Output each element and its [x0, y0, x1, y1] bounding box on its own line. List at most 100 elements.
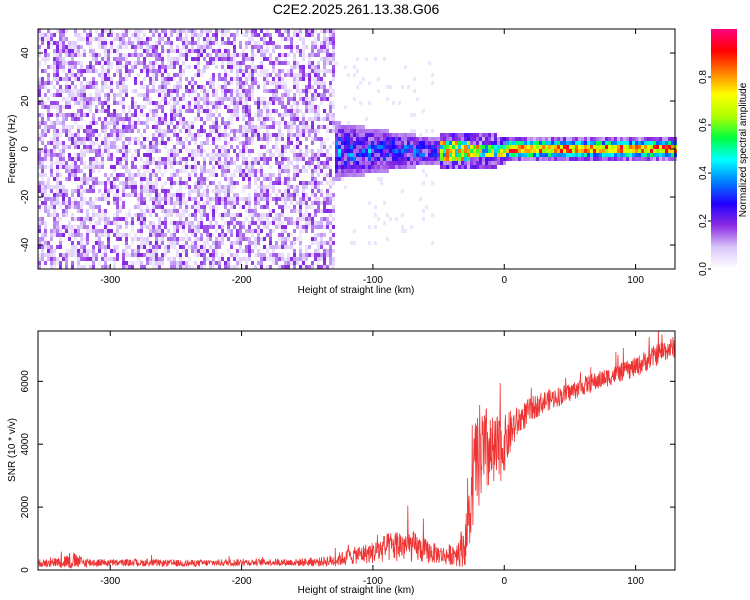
heatmap-cell	[152, 209, 155, 213]
heatmap-cell	[419, 157, 422, 161]
heatmap-cell	[590, 149, 593, 153]
heatmap-cell	[629, 153, 632, 157]
heatmap-cell	[218, 145, 221, 149]
heatmap-cell	[194, 233, 197, 237]
heatmap-cell	[392, 165, 395, 169]
heatmap-cell	[182, 249, 185, 253]
heatmap-cell	[395, 153, 398, 157]
heatmap-cell	[284, 105, 287, 109]
heatmap-cell	[359, 125, 362, 129]
heatmap-cell	[323, 225, 326, 229]
heatmap-cell	[113, 197, 116, 201]
heatmap-cell	[95, 141, 98, 145]
heatmap-cell	[200, 97, 203, 101]
heatmap-cell	[326, 217, 329, 221]
heatmap-cell	[473, 149, 476, 153]
heatmap-cell	[116, 217, 119, 221]
heatmap-cell	[44, 121, 47, 125]
heatmap-cell	[116, 221, 119, 225]
heatmap-cell	[506, 141, 509, 145]
heatmap-cell	[233, 49, 236, 53]
heatmap-cell	[281, 193, 284, 197]
heatmap-cell	[209, 61, 212, 65]
heatmap-cell	[230, 137, 233, 141]
heatmap-cell	[170, 181, 173, 185]
heatmap-cell	[242, 33, 245, 37]
heatmap-cell	[86, 165, 89, 169]
heatmap-cell	[80, 45, 83, 49]
heatmap-cell	[155, 253, 158, 257]
heatmap-cell	[326, 157, 329, 161]
heatmap-cell	[461, 141, 464, 145]
heatmap-cell	[311, 109, 314, 113]
heatmap-cell	[284, 165, 287, 169]
heatmap-cell	[290, 177, 293, 181]
heatmap-cell	[122, 249, 125, 253]
heatmap-cell	[569, 149, 572, 153]
heatmap-cell	[137, 117, 140, 121]
heatmap-cell	[173, 261, 176, 265]
heatmap-cell	[263, 105, 266, 109]
heatmap-cell	[332, 93, 335, 97]
heatmap-cell	[272, 41, 275, 45]
heatmap-cell	[233, 173, 236, 177]
heatmap-cell	[131, 165, 134, 169]
heatmap-cell	[245, 185, 248, 189]
heatmap-cell	[296, 141, 299, 145]
heatmap-cell	[662, 149, 665, 153]
heatmap-cell	[272, 93, 275, 97]
heatmap-cell	[314, 69, 317, 73]
heatmap-cell	[473, 165, 476, 169]
heatmap-cell	[242, 125, 245, 129]
heatmap-cell	[407, 149, 410, 153]
heatmap-cell	[98, 117, 101, 121]
heatmap-cell	[302, 153, 305, 157]
heatmap-cell	[248, 149, 251, 153]
heatmap-cell	[254, 161, 257, 165]
heatmap-cell	[77, 49, 80, 53]
heatmap-cell	[212, 105, 215, 109]
heatmap-cell	[74, 93, 77, 97]
heatmap-cell	[320, 93, 323, 97]
heatmap-cell	[269, 61, 272, 65]
heatmap-cell	[518, 137, 521, 141]
heatmap-cell	[248, 225, 251, 229]
heatmap-cell	[47, 113, 50, 117]
heatmap-cell	[308, 129, 311, 133]
heatmap-cell	[110, 157, 113, 161]
heatmap-cell	[206, 229, 209, 233]
heatmap-cell	[179, 137, 182, 141]
heatmap-cell	[224, 193, 227, 197]
heatmap-cell	[59, 61, 62, 65]
heatmap-cell	[50, 121, 53, 125]
heatmap-cell	[128, 173, 131, 177]
heatmap-cell	[497, 141, 500, 145]
heatmap-cell	[137, 41, 140, 45]
heatmap-cell	[89, 161, 92, 165]
heatmap-cell	[329, 257, 332, 261]
heatmap-cell	[290, 113, 293, 117]
heatmap-cell	[278, 177, 281, 181]
heatmap-cell	[302, 77, 305, 81]
heatmap-cell	[197, 209, 200, 213]
heatmap-cell	[155, 125, 158, 129]
heatmap-cell	[245, 45, 248, 49]
heatmap-cell	[311, 45, 314, 49]
heatmap-cell	[83, 49, 86, 53]
snr-plot-frame	[37, 330, 676, 571]
heatmap-cell	[104, 149, 107, 153]
heatmap-cell	[95, 221, 98, 225]
heatmap-cell	[368, 137, 371, 141]
heatmap-cell	[233, 53, 236, 57]
heatmap-cell	[212, 137, 215, 141]
heatmap-cell	[224, 121, 227, 125]
heatmap-cell	[512, 145, 515, 149]
heatmap-cell	[278, 245, 281, 249]
heatmap-cell	[203, 157, 206, 161]
heatmap-cell	[104, 189, 107, 193]
heatmap-cell	[53, 141, 56, 145]
heatmap-cell	[311, 65, 314, 69]
heatmap-cell	[65, 209, 68, 213]
heatmap-cell	[212, 33, 215, 37]
heatmap-cell	[113, 141, 116, 145]
